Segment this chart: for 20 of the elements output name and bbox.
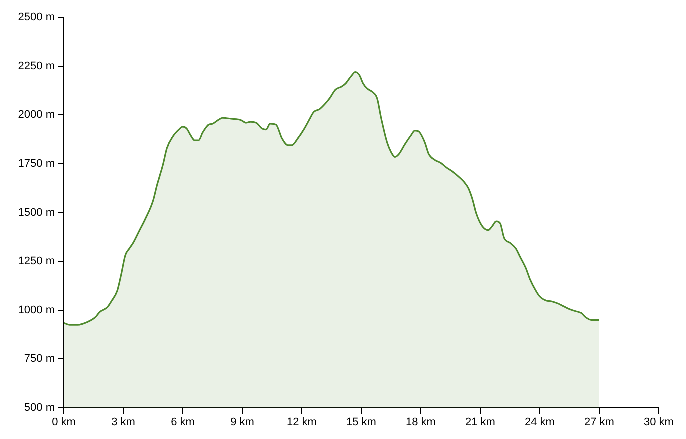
y-tick-label: 1500 m <box>18 206 55 219</box>
y-tick-label: 2000 m <box>18 109 55 122</box>
x-tick-label: 3 km <box>112 416 136 429</box>
x-tick-label: 18 km <box>406 416 436 429</box>
x-tick-label: 15 km <box>346 416 376 429</box>
y-tick-label: 1750 m <box>18 158 55 170</box>
x-tick-label: 12 km <box>287 416 317 429</box>
x-tick-label: 30 km <box>644 416 674 429</box>
x-tick-label: 9 km <box>230 416 254 429</box>
x-tick-label: 21 km <box>466 416 496 429</box>
y-tick-label: 2250 m <box>18 60 55 72</box>
y-tick-label: 500 m <box>24 402 55 414</box>
y-tick-label: 1000 m <box>18 304 55 316</box>
y-tick-label: 1250 m <box>18 256 55 268</box>
x-tick-label: 24 km <box>525 416 555 429</box>
x-tick-label: 27 km <box>584 416 614 429</box>
x-tick-label: 6 km <box>171 416 195 429</box>
y-tick-label: 750 m <box>24 353 55 366</box>
x-tick-label: 0 km <box>52 416 76 429</box>
y-tick-label: 2500 m <box>18 12 55 24</box>
